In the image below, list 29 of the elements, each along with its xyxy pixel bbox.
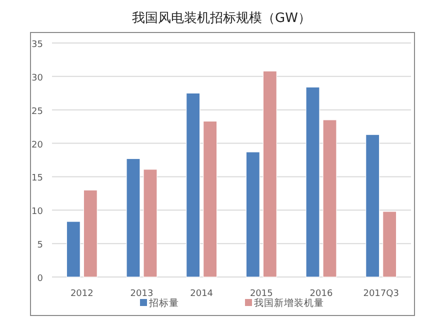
y-tick-label: 30: [32, 73, 44, 84]
bar: [306, 86, 320, 278]
y-tick-label: 10: [32, 207, 44, 218]
bar: [246, 152, 260, 278]
bar: [66, 221, 80, 278]
bar: [126, 158, 140, 278]
y-tick-label: 0: [37, 274, 44, 284]
y-tick-label: 25: [32, 106, 43, 117]
x-tick-label: 2014: [190, 289, 214, 299]
bar: [366, 134, 380, 278]
bar: [262, 70, 277, 278]
legend-label: 招标量: [148, 297, 179, 309]
x-tick-label: 2013: [130, 289, 154, 299]
bar: [186, 92, 200, 278]
legend-label: 我国新增装机量: [254, 297, 324, 309]
bar: [322, 120, 337, 278]
bar: [143, 169, 158, 278]
chart-title: 我国风电装机招标规模（GW）: [132, 11, 311, 26]
y-tick-label: 5: [37, 240, 43, 251]
x-tick-label: 2012: [70, 289, 94, 299]
bar: [382, 211, 397, 278]
bar: [203, 120, 218, 278]
bar: [83, 190, 98, 278]
x-tick-label: 2017Q3: [363, 289, 399, 299]
y-tick-label: 15: [32, 174, 43, 184]
y-tick-label: 35: [32, 40, 43, 50]
x-tick-label: 2016: [310, 289, 333, 299]
y-tick-label: 20: [32, 140, 44, 150]
x-tick-label: 2015: [250, 289, 273, 299]
